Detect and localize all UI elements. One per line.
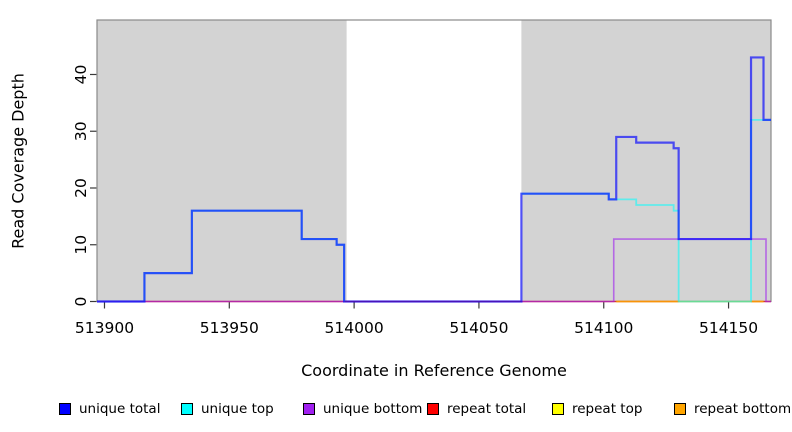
y-tick-label: 30 [72,121,90,141]
y-axis-title: Read Coverage Depth [8,73,28,249]
x-tick-label: 514150 [699,319,758,337]
y-tick-label: 10 [72,235,90,255]
series-line-unique-total [97,56,771,303]
y-tick-label: 0 [72,297,90,307]
x-tick-label: 513900 [75,319,134,337]
x-tick-label: 514100 [574,319,633,337]
y-tick-label: 20 [72,178,90,198]
x-tick-label: 514050 [449,319,508,337]
y-tick-label: 40 [72,65,90,85]
x-tick-label: 514000 [325,319,384,337]
x-axis-title: Coordinate in Reference Genome [301,361,567,380]
x-tick-label: 513950 [200,319,259,337]
shaded-region [97,20,347,302]
shaded-region [521,20,771,302]
